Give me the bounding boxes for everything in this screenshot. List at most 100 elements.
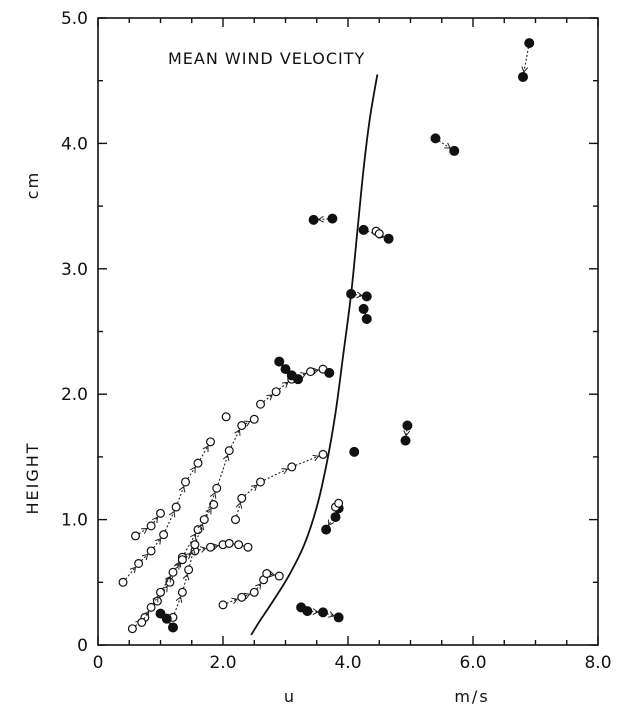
open-point: [206, 542, 216, 552]
open-point: [237, 592, 247, 602]
open-point: [334, 498, 344, 508]
trajectory-arrowhead: [312, 608, 319, 616]
trajectory-arrowhead: [143, 610, 149, 618]
filled-point: [168, 622, 179, 633]
open-point: [156, 587, 166, 597]
trajectory-arrowhead: [175, 596, 183, 603]
trajectory: [358, 303, 372, 324]
trajectory-arrowhead: [182, 573, 190, 581]
filled-point: [302, 606, 313, 617]
trajectory-arrowhead: [235, 502, 243, 509]
trajectory-arrowhead: [184, 553, 192, 560]
trajectory-arrowhead: [152, 595, 159, 603]
trajectory-segment: [169, 556, 183, 583]
trajectory-arrowhead: [151, 516, 159, 524]
trajectory-arrowhead: [255, 583, 262, 590]
trajectory: [346, 288, 372, 302]
open-point: [237, 421, 247, 431]
mean-wind-profile-layer: [250, 74, 379, 636]
axis-ticks: [97, 17, 599, 646]
open-point: [118, 577, 128, 587]
open-point: [212, 483, 222, 493]
trajectory-arrowhead: [312, 367, 320, 375]
trajectories-layer: [118, 38, 535, 634]
plot-frame: [97, 17, 599, 646]
filled-point: [358, 303, 369, 314]
open-point: [206, 437, 216, 447]
trajectory-arrowhead: [282, 381, 289, 388]
y-tick-labels: 0 1.0 2.0 3.0 4.0 5.0: [61, 9, 88, 656]
trajectory-arrowhead: [231, 597, 239, 605]
y-tick-label: 5.0: [61, 9, 88, 29]
trajectory-segment: [181, 529, 199, 558]
filled-point: [274, 356, 285, 367]
filled-point: [161, 613, 172, 624]
y-tick-label: 3.0: [61, 260, 88, 280]
trajectory-arrowhead: [300, 372, 307, 379]
trajectory-segment: [228, 425, 243, 451]
filled-point: [324, 367, 335, 378]
x-tick-labels: 0 2.0 4.0 6.0 8.0: [93, 653, 612, 673]
x-tick-label: 4.0: [334, 653, 361, 673]
trajectory-arrowhead: [141, 553, 149, 561]
open-point: [271, 387, 281, 397]
open-point: [190, 540, 200, 550]
chart-title: MEAN WIND VELOCITY: [168, 49, 365, 68]
open-point: [177, 587, 187, 597]
trajectory: [430, 133, 460, 156]
filled-point: [400, 435, 411, 446]
open-point: [193, 525, 203, 535]
filled-point: [358, 224, 369, 235]
x-tick-label: 0: [93, 653, 104, 673]
trajectory-segment: [141, 607, 152, 623]
y-tick-label: 0: [77, 636, 88, 656]
trajectory-arrowhead: [234, 429, 241, 436]
trajectory-arrowhead: [243, 420, 251, 427]
x-axis-label: u: [284, 687, 296, 706]
filled-point: [524, 38, 535, 49]
trajectory: [137, 538, 253, 627]
open-point: [318, 449, 328, 459]
filled-point: [333, 612, 344, 623]
open-point: [287, 462, 297, 472]
open-point: [146, 546, 156, 556]
filled-point: [402, 420, 413, 431]
open-point: [131, 531, 141, 541]
trajectory-arrowhead: [250, 484, 258, 491]
filled-point: [517, 71, 528, 82]
open-point: [256, 399, 266, 409]
open-point: [231, 515, 241, 525]
trajectory-arrowhead: [403, 430, 411, 437]
trajectory: [331, 498, 344, 512]
trajectory: [296, 602, 344, 623]
filled-point: [327, 213, 338, 224]
open-point: [249, 587, 259, 597]
trajectory: [155, 608, 179, 633]
mean-wind-profile-curve: [250, 74, 379, 636]
trajectory-arrowhead: [173, 562, 180, 570]
open-point: [134, 558, 144, 568]
y-axis-label: HEIGHT: [23, 441, 42, 514]
filled-point: [321, 524, 332, 535]
x-tick-label: 8.0: [584, 653, 611, 673]
open-point: [184, 565, 194, 575]
trajectory-arrowhead: [243, 592, 251, 600]
open-point: [193, 458, 203, 468]
open-point: [274, 571, 284, 581]
open-point: [146, 602, 156, 612]
trajectory-arrowhead: [164, 575, 171, 583]
filled-point: [449, 145, 460, 156]
trajectory-arrowhead: [178, 485, 186, 493]
open-point: [234, 540, 244, 550]
open-point: [146, 521, 156, 531]
trajectory-arrowhead: [209, 491, 217, 499]
filled-point: [383, 233, 394, 244]
trajectory-arrowhead: [266, 394, 273, 401]
trajectory-arrowhead: [199, 546, 207, 553]
filled-point: [430, 133, 441, 144]
trajectory-segment: [135, 525, 152, 537]
trajectory-arrowhead: [189, 466, 196, 474]
open-point: [199, 515, 209, 525]
open-point: [177, 555, 187, 565]
